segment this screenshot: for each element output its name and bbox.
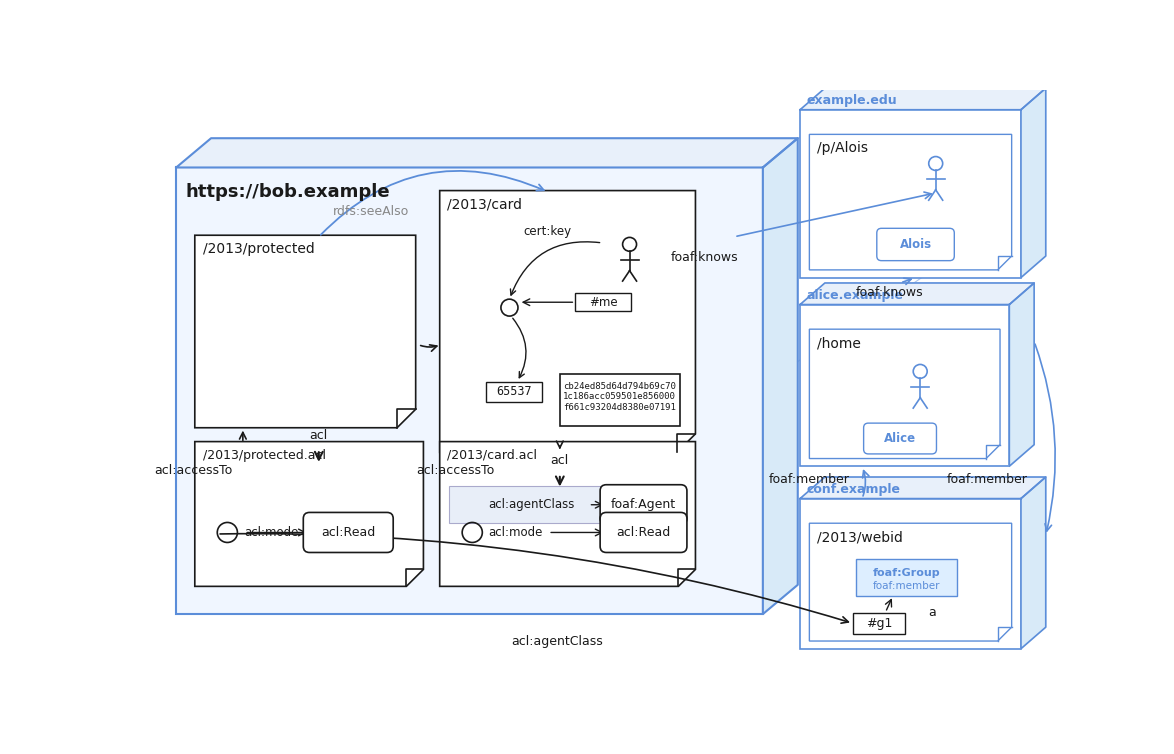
Text: acl:mode: acl:mode [244,526,298,539]
Text: 1c186acc059501e856000: 1c186acc059501e856000 [564,392,676,401]
Text: /2013/protected: /2013/protected [203,242,315,256]
Text: foaf:Group: foaf:Group [872,568,940,578]
Polygon shape [440,191,695,452]
Polygon shape [799,283,1034,305]
Text: example.edu: example.edu [807,94,897,107]
FancyBboxPatch shape [877,228,954,261]
Text: acl: acl [551,454,569,467]
Bar [560,374,680,426]
Text: acl: acl [310,429,328,443]
Polygon shape [809,134,1012,270]
Text: /2013/webid: /2013/webid [817,530,903,544]
Text: Alois: Alois [899,238,932,251]
Text: foaf:Agent: foaf:Agent [610,498,676,511]
Text: /2013/card.acl: /2013/card.acl [447,449,538,462]
Text: /home: /home [817,336,861,350]
Text: Alice: Alice [884,432,916,445]
Text: cert:key: cert:key [524,225,572,238]
Bar [856,559,957,596]
Text: acl:mode: acl:mode [487,526,542,539]
FancyBboxPatch shape [600,513,687,553]
Text: foaf:member: foaf:member [947,474,1028,486]
Text: acl:agentClass: acl:agentClass [487,498,574,511]
Polygon shape [1021,88,1046,277]
Bar [486,382,542,402]
Polygon shape [195,235,416,428]
Bar [448,486,683,523]
Polygon shape [763,138,798,614]
Text: conf.example: conf.example [807,483,900,496]
Text: foaf:knows: foaf:knows [670,251,738,265]
Text: acl:accessTo: acl:accessTo [155,464,232,477]
Bar [799,498,1021,648]
Text: f661c93204d8380e07191: f661c93204d8380e07191 [564,403,676,412]
Text: foaf:knows: foaf:knows [856,286,923,299]
Text: /p/Alois: /p/Alois [817,141,868,155]
Bar [176,167,763,614]
Polygon shape [1021,477,1046,648]
Text: acl:accessTo: acl:accessTo [417,464,494,477]
Polygon shape [195,442,424,587]
Text: acl:agentClass: acl:agentClass [512,635,603,648]
Bar [799,110,1021,277]
Text: a: a [927,605,936,618]
Polygon shape [809,523,1012,641]
Text: foaf:member: foaf:member [769,474,850,486]
Text: https://bob.example: https://bob.example [185,183,390,201]
Polygon shape [1010,283,1034,466]
Bar [799,305,1010,466]
Polygon shape [799,477,1046,498]
Polygon shape [440,442,695,587]
Text: #me: #me [589,296,618,308]
Text: acl:Read: acl:Read [616,526,670,539]
Polygon shape [176,138,798,167]
FancyBboxPatch shape [864,423,937,454]
Bar [575,293,632,311]
FancyBboxPatch shape [600,485,687,525]
FancyBboxPatch shape [303,513,393,553]
Polygon shape [799,88,1046,110]
Text: foaf:member: foaf:member [872,581,940,590]
Text: 65537: 65537 [497,385,532,398]
Text: alice.example: alice.example [807,289,903,302]
Text: rdfs:seeAlso: rdfs:seeAlso [333,205,410,218]
Text: acl:Read: acl:Read [322,526,376,539]
Polygon shape [809,329,1000,458]
Bar [852,612,905,634]
Text: cb24ed85d64d794b69c70: cb24ed85d64d794b69c70 [564,382,676,391]
Text: /2013/protected.acl: /2013/protected.acl [203,449,325,462]
Text: #g1: #g1 [866,617,892,630]
Text: /2013/card: /2013/card [447,198,522,211]
